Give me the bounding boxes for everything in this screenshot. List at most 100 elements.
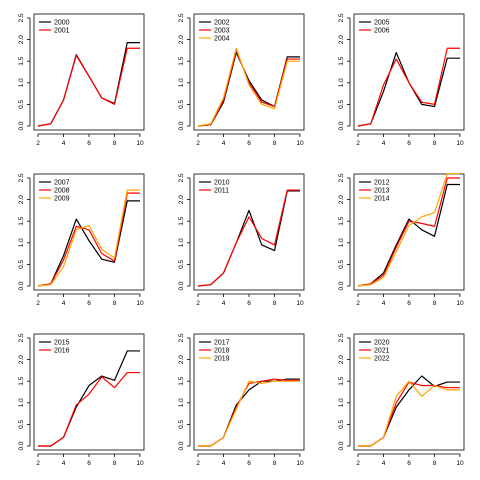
- x-tick-label: 10: [456, 460, 464, 467]
- y-tick-label: 2.5: [178, 333, 185, 342]
- y-tick-label: 2.0: [18, 195, 25, 204]
- plot-frame: [353, 173, 465, 291]
- x-tick-label: 4: [62, 140, 66, 147]
- y-tick-label: 2.5: [178, 13, 185, 22]
- y-tick-label: 0.5: [178, 420, 185, 429]
- legend-label: 2014: [374, 196, 390, 203]
- x-tick-label: 2: [196, 140, 200, 147]
- x-tick-label: 4: [222, 300, 226, 307]
- legend-label: 2015: [54, 340, 70, 347]
- y-tick-label: 1.0: [178, 78, 185, 87]
- x-tick-label: 8: [273, 140, 277, 147]
- y-tick-label: 2.5: [18, 173, 25, 182]
- legend-label: 2009: [54, 196, 70, 203]
- plot-frame: [193, 13, 305, 131]
- plot-frame: [193, 333, 305, 451]
- legend-label: 2003: [214, 28, 230, 35]
- series-line-2017: [198, 378, 300, 447]
- x-tick-label: 10: [136, 300, 144, 307]
- x-tick-label: 2: [356, 300, 360, 307]
- x-tick-label: 4: [62, 300, 66, 307]
- legend-label: 2013: [374, 188, 390, 195]
- legend-label: 2000: [54, 20, 70, 27]
- y-tick-label: 0.0: [338, 441, 345, 450]
- y-tick-label: 1.0: [18, 238, 25, 247]
- legend-label: 2011: [214, 188, 229, 195]
- y-tick-label: 1.0: [178, 398, 185, 407]
- x-tick-label: 2: [36, 460, 40, 467]
- plot-frame: [33, 333, 145, 451]
- y-tick-label: 0.5: [338, 420, 345, 429]
- series-line-2016: [38, 371, 140, 447]
- y-tick-label: 2.5: [338, 13, 345, 22]
- y-tick-label: 0.5: [178, 260, 185, 269]
- series-line-2001: [37, 47, 140, 127]
- legend-label: 2017: [214, 340, 230, 347]
- x-tick-label: 8: [273, 460, 277, 467]
- x-tick-label: 10: [296, 460, 304, 467]
- y-tick-label: 1.5: [338, 56, 345, 65]
- y-tick-label: 2.0: [338, 195, 345, 204]
- legend-label: 2020: [374, 340, 390, 347]
- plot-frame: [33, 13, 145, 131]
- y-tick-label: 0.5: [18, 260, 25, 269]
- x-tick-label: 4: [382, 300, 386, 307]
- y-tick-label: 1.0: [18, 398, 25, 407]
- series-line-2007: [37, 200, 140, 287]
- y-tick-label: 1.5: [18, 56, 25, 65]
- legend-label: 2012: [374, 180, 390, 187]
- series-line-2022: [358, 380, 460, 447]
- y-tick-label: 0.5: [18, 420, 25, 429]
- y-tick-label: 0.0: [338, 121, 345, 130]
- series-line-2019: [198, 380, 300, 447]
- y-tick-label: 2.0: [18, 355, 25, 364]
- x-tick-label: 8: [273, 300, 277, 307]
- y-tick-label: 2.5: [18, 13, 25, 22]
- x-tick-label: 4: [382, 460, 386, 467]
- x-tick-label: 10: [136, 140, 144, 147]
- x-tick-label: 8: [433, 140, 437, 147]
- y-tick-label: 1.5: [18, 376, 25, 385]
- x-tick-label: 6: [247, 300, 251, 307]
- y-tick-label: 2.5: [178, 173, 185, 182]
- x-tick-label: 6: [87, 460, 91, 467]
- x-tick-label: 8: [113, 300, 117, 307]
- y-tick-label: 0.0: [18, 121, 25, 130]
- x-tick-label: 6: [87, 140, 91, 147]
- x-tick-label: 10: [136, 460, 144, 467]
- legend-label: 2018: [214, 348, 230, 355]
- series-line-2021: [358, 381, 460, 447]
- legend-label: 2021: [374, 348, 390, 355]
- y-tick-label: 1.0: [178, 238, 185, 247]
- series-line-2010: [197, 190, 300, 287]
- y-tick-label: 0.0: [18, 441, 25, 450]
- x-tick-label: 2: [36, 300, 40, 307]
- y-tick-label: 2.0: [338, 355, 345, 364]
- x-tick-label: 4: [222, 460, 226, 467]
- x-tick-label: 8: [433, 300, 437, 307]
- y-tick-label: 1.5: [338, 216, 345, 225]
- x-tick-label: 10: [296, 300, 304, 307]
- x-tick-label: 8: [113, 140, 117, 147]
- x-tick-label: 2: [196, 460, 200, 467]
- series-line-2006: [357, 47, 460, 127]
- series-line-2015: [38, 350, 140, 447]
- y-tick-label: 2.0: [178, 355, 185, 364]
- x-tick-label: 4: [222, 140, 226, 147]
- legend-label: 2007: [54, 180, 70, 187]
- legend-label: 2019: [214, 356, 230, 363]
- x-tick-label: 10: [456, 140, 464, 147]
- y-tick-label: 1.5: [178, 376, 185, 385]
- series-line-2003: [197, 49, 300, 127]
